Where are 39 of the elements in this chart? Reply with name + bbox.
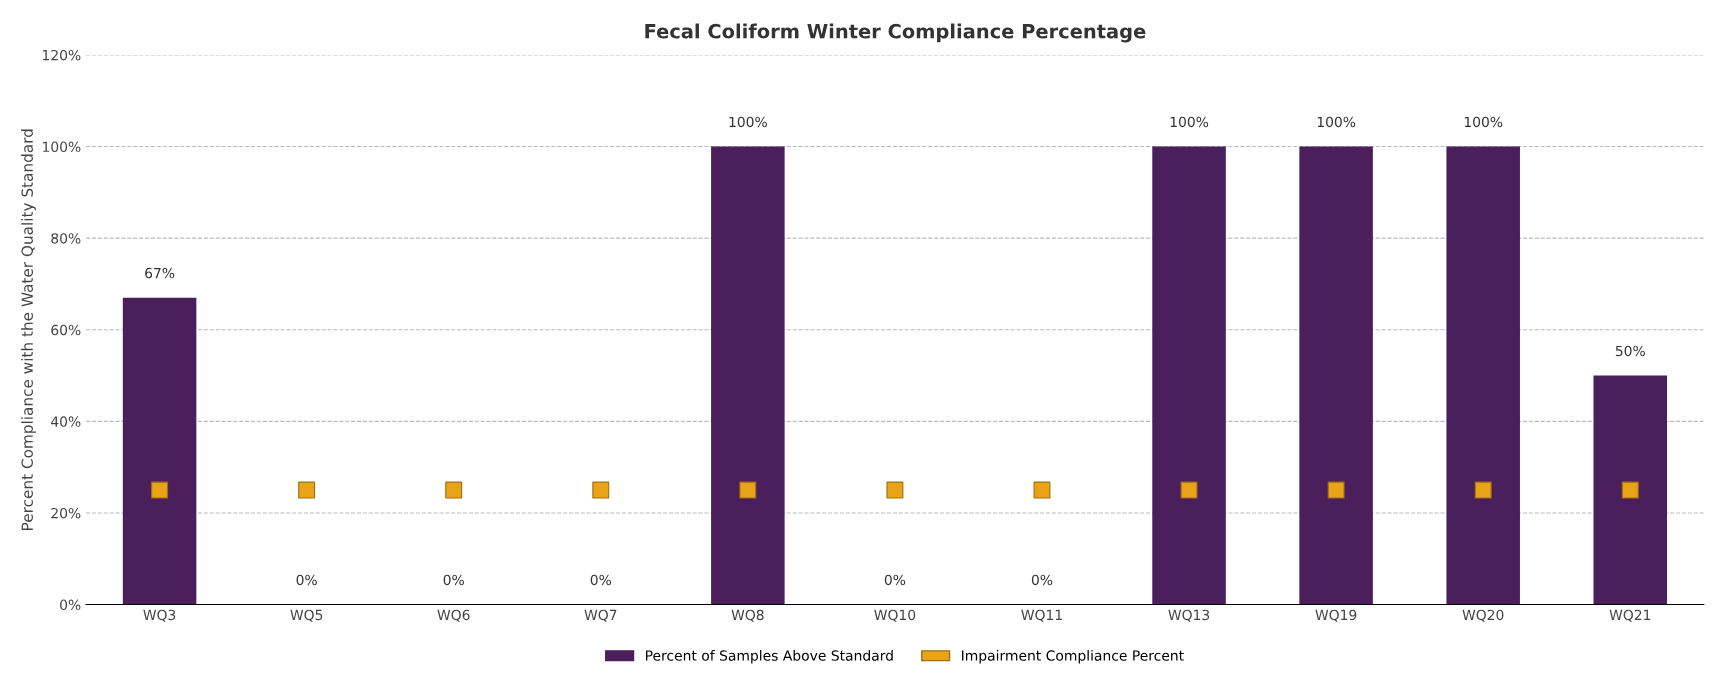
data-label: 100% <box>729 116 767 128</box>
x-tick-label: WQ11 <box>1021 609 1062 622</box>
data-label: 0% <box>590 574 612 586</box>
x-tick-label: WQ6 <box>437 609 470 622</box>
x-tick-label: WQ13 <box>1168 609 1210 622</box>
x-tick-label: WQ20 <box>1462 609 1504 622</box>
y-tick-label: 60% <box>51 324 81 336</box>
legend-label: Percent of Samples Above Standard <box>645 650 893 664</box>
legend-label: Impairment Compliance Percent <box>962 650 1184 664</box>
bar <box>1593 375 1668 605</box>
x-tick-label: WQ19 <box>1315 609 1357 622</box>
x-tick-label: WQ10 <box>874 609 916 622</box>
data-label: 100% <box>1464 116 1503 128</box>
y-tick-label: 100% <box>43 141 81 153</box>
chart-title: Fecal Coliform Winter Compliance Percentage <box>645 23 1146 43</box>
bar <box>1152 146 1226 605</box>
data-label: 0% <box>443 574 464 586</box>
data-label: 100% <box>1317 116 1356 128</box>
y-tick-label: 80% <box>51 233 81 244</box>
y-tick-label: 120% <box>43 49 81 61</box>
x-tick-label: WQ5 <box>290 609 323 622</box>
data-label: 0% <box>1031 574 1053 586</box>
bar <box>1299 146 1373 605</box>
x-tick-label: WQ21 <box>1609 609 1651 622</box>
x-tick-label: WQ7 <box>584 609 617 622</box>
y-tick-label: 20% <box>51 507 81 519</box>
x-tick-label: WQ8 <box>731 609 764 622</box>
data-label: 50% <box>1615 345 1645 357</box>
data-label: 0% <box>884 574 906 586</box>
bar <box>711 146 785 605</box>
bar <box>1446 146 1520 605</box>
data-label: 67% <box>145 267 175 279</box>
x-tick-label: WQ3 <box>143 609 176 622</box>
data-label: 0% <box>296 574 317 586</box>
y-tick-label: 0% <box>60 599 81 611</box>
bar <box>122 297 197 605</box>
data-label: 100% <box>1170 116 1209 128</box>
y-tick-label: 40% <box>51 416 81 427</box>
y-axis-title: Percent Compliance with the Water Quality Standard <box>21 129 36 530</box>
